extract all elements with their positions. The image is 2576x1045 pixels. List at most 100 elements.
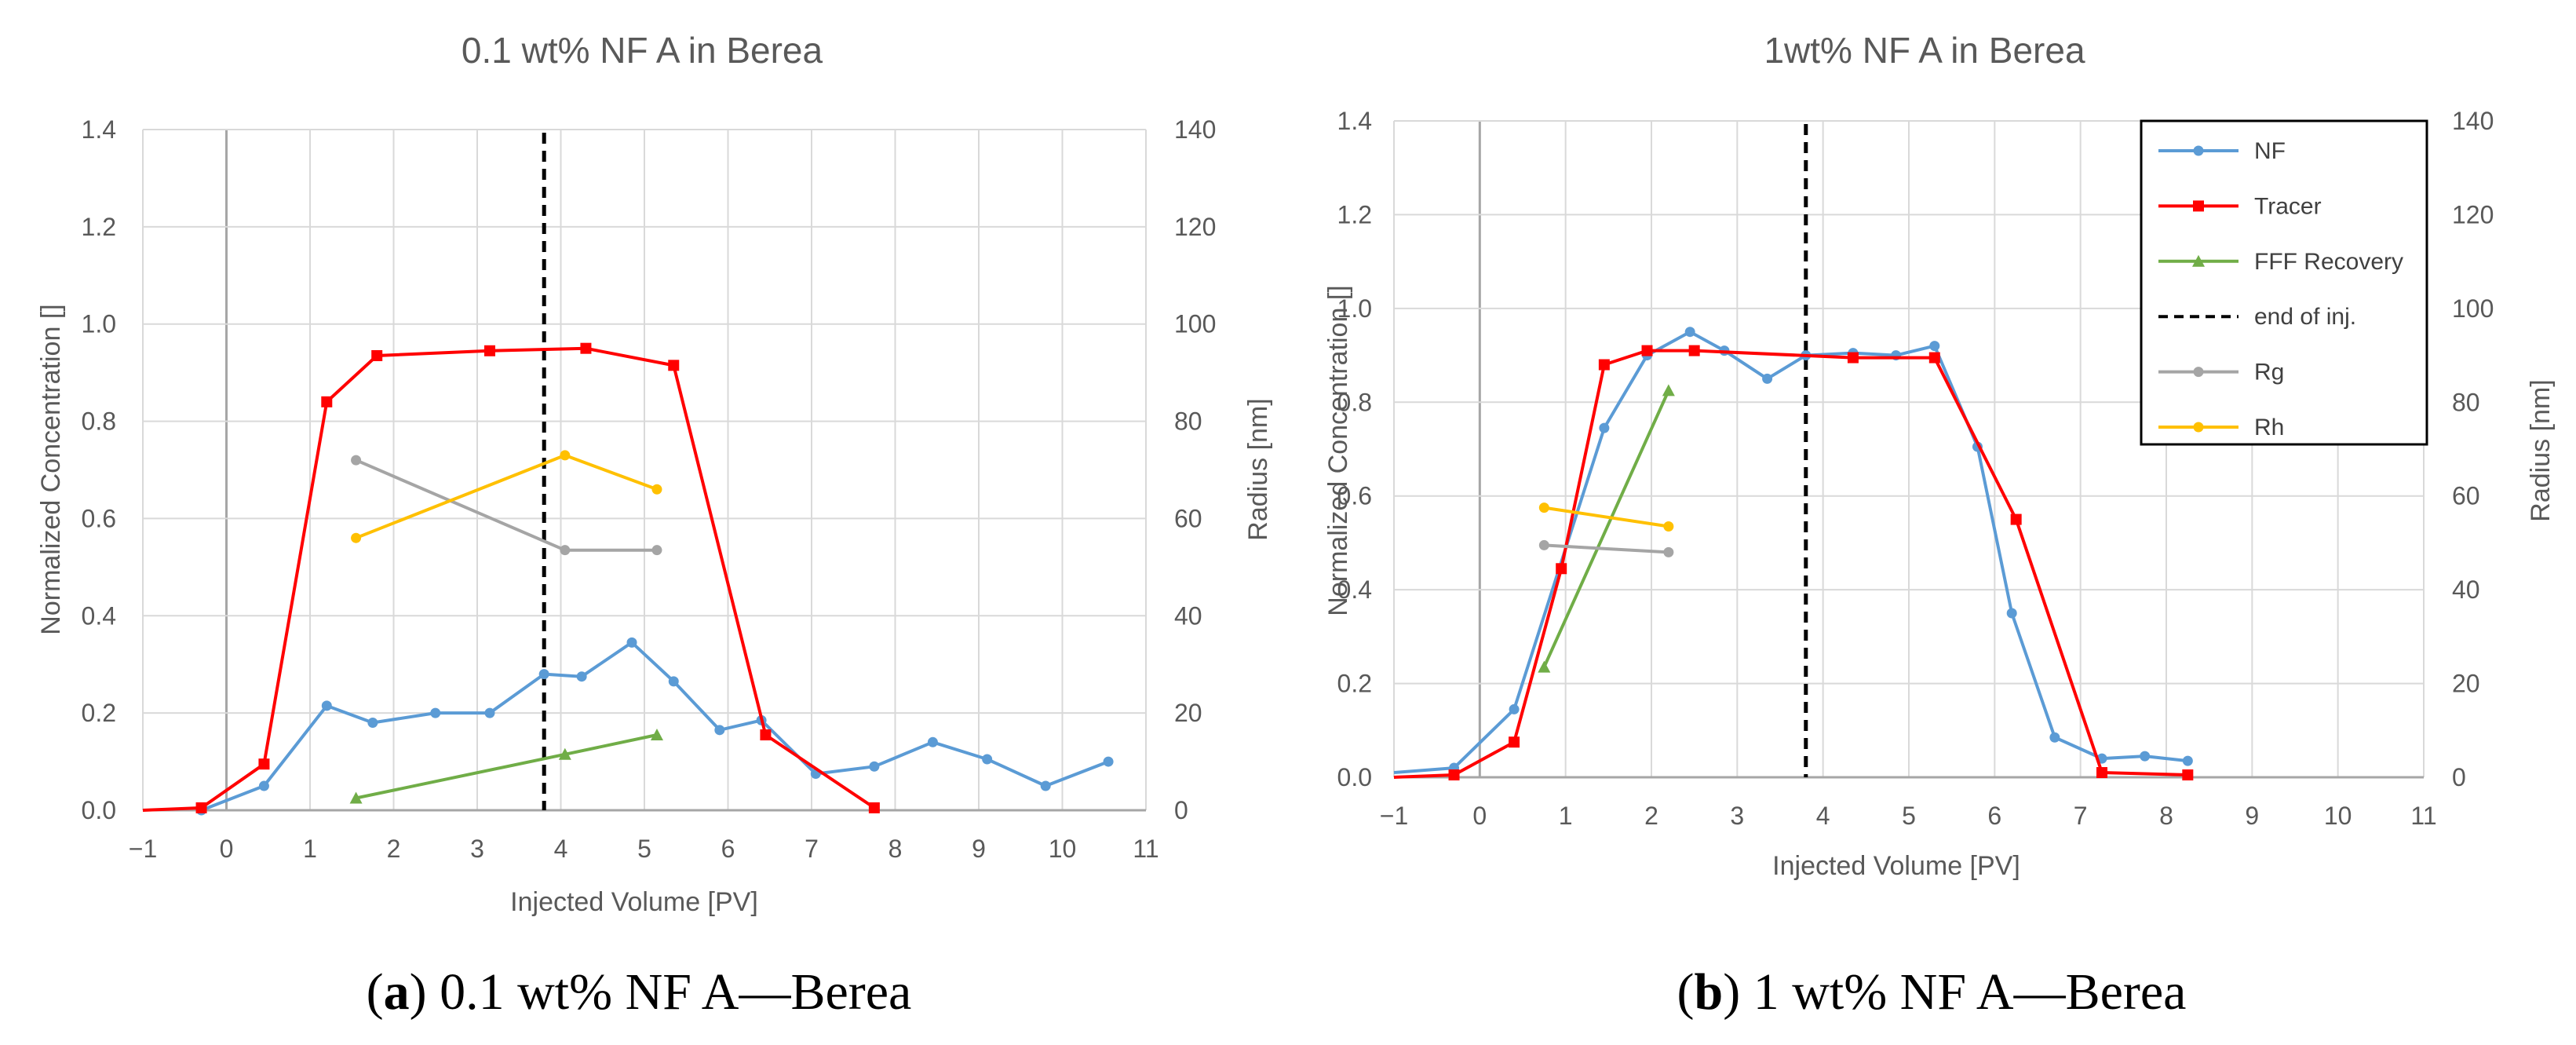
chart-b-y2tick-label: 60 [2452, 482, 2480, 510]
chart-a-y2tick-label: 100 [1174, 310, 1216, 338]
chart-b-xtick-label: 9 [2245, 802, 2259, 830]
chart-a-point-tracer [258, 758, 270, 770]
chart-b-ytick-label: 0.4 [1337, 575, 1372, 604]
chart-a-xtick-label: 7 [805, 835, 819, 863]
chart-a-xtick-label: 11 [1133, 835, 1158, 863]
chart-a-ytick-label: 0.6 [82, 504, 116, 532]
chart-a-xtick-label: 4 [554, 835, 568, 863]
chart-b-point-rg [1538, 539, 1549, 550]
chart-b-point-fff-recovery [1538, 660, 1551, 673]
chart-b-point-tracer [2010, 513, 2022, 525]
chart-b-xtick-label: 8 [2159, 802, 2173, 830]
chart-a-point-nf [430, 707, 441, 718]
chart-a-ytick-label: 1.0 [82, 310, 116, 338]
chart-b-series-fff-recovery [1538, 384, 1675, 673]
chart-b-y2label: Radius [nm] [2526, 379, 2556, 521]
chart-b-ytick-label: 0.0 [1337, 763, 1372, 791]
chart-a-ytick-label: 0.4 [82, 601, 116, 630]
chart-b-point-tracer [1448, 769, 1460, 781]
chart-b-xlabel: Injected Volume [PV] [1772, 851, 2020, 881]
chart-a-xtick-label: 2 [387, 835, 401, 863]
chart-a-xtick-label: 8 [888, 835, 903, 863]
chart-a-point-rg [560, 545, 571, 556]
chart-b-legend-label-tracer: Tracer [2254, 193, 2322, 219]
chart-a-point-fff-recovery [650, 729, 663, 741]
chart-a-ytick-label: 0.2 [82, 699, 116, 727]
chart-b-legend-label-nf: NF [2254, 138, 2286, 164]
chart-a-point-nf [1040, 780, 1051, 791]
chart-b: 1wt% NF A in Berea −1 0 1 2 3 4 5 6 7 8 9 10 11 0.0 0.… [1323, 30, 2556, 881]
chart-b-legend-marker-rh [2193, 422, 2204, 433]
chart-a-xtick-label: −1 [129, 835, 157, 863]
chart-b-ticks: −1 0 1 2 3 4 5 6 7 8 9 10 11 0.0 0.2 0.4 0.6 0.8 1.0 1.2 1.4… [1337, 107, 2494, 830]
chart-b-point-nf [1509, 703, 1520, 714]
chart-b-legend-label-fff-recovery: FFF Recovery [2254, 249, 2403, 275]
chart-a-y2tick-label: 60 [1174, 504, 1202, 532]
chart-b-point-nf [2182, 755, 2193, 766]
chart-b-xtick-label: 10 [2324, 802, 2352, 830]
chart-a-point-rh [651, 484, 662, 495]
chart-a-point-nf [626, 637, 637, 648]
chart-b-xtick-label: 4 [1816, 802, 1830, 830]
chart-b-xtick-label: 2 [1644, 802, 1658, 830]
caption-a: (a) 0.1 wt% NF A—Berea [367, 963, 912, 1021]
chart-a-ytick-label: 1.4 [82, 115, 116, 144]
chart-b-point-nf [2006, 608, 2017, 619]
chart-b-ytick-label: 0.6 [1337, 482, 1372, 510]
chart-b-point-tracer [1688, 345, 1700, 356]
chart-a-ytick-label: 1.2 [82, 213, 116, 241]
chart-b-point-rh [1538, 502, 1549, 513]
chart-a-point-tracer [668, 360, 680, 371]
chart-b-legend-marker-fff-recovery [2192, 254, 2205, 267]
chart-a-xtick-label: 0 [220, 835, 234, 863]
chart-b-y2tick-label: 20 [2452, 670, 2480, 698]
chart-a-ylabel: Normalized Concentration [] [36, 304, 66, 634]
chart-a-point-rg [351, 455, 362, 466]
chart-b-xtick-label: 6 [1987, 802, 2001, 830]
chart-a-xtick-label: 10 [1049, 835, 1077, 863]
chart-b-legend: NF Tracer FFF Recovery end of inj. Rg Rh [2140, 119, 2428, 446]
chart-a-xlabel: Injected Volume [PV] [510, 887, 758, 917]
chart-b-line-tracer [1393, 349, 2188, 779]
chart-b-point-nf [1684, 327, 1695, 338]
chart-a-point-nf [869, 761, 880, 772]
chart-b-point-nf [2140, 751, 2151, 762]
chart-a-y2tick-label: 120 [1174, 213, 1216, 241]
chart-b-line-rh [1544, 506, 1669, 528]
chart-b-plot [1393, 124, 2194, 781]
caption-a-close: ) [410, 963, 427, 1021]
chart-b-ylabel: Normalized Concentration [] [1323, 285, 1353, 616]
chart-a-point-rg [651, 545, 662, 556]
chart-a-point-tracer [580, 342, 592, 354]
chart-b-legend-marker-nf [2193, 145, 2204, 156]
chart-b-legend-marker-rg [2193, 367, 2204, 378]
chart-a-xtick-label: 1 [303, 835, 317, 863]
chart-b-y2tick-label: 80 [2452, 388, 2480, 416]
chart-b-xtick-label: 11 [2410, 802, 2436, 830]
chart-a-line-nf [200, 641, 1109, 812]
chart-a-xtick-label: 3 [470, 835, 484, 863]
chart-b-legend-marker-tracer [2193, 200, 2204, 212]
chart-b-ytick-label: 0.8 [1337, 388, 1372, 416]
chart-a-ytick-label: 0.8 [82, 407, 116, 436]
chart-a-ticks: −1 0 1 2 3 4 5 6 7 8 9 10 11 0.0 0.2 0.4 0.6 0.8 1.0 1.2 1.4… [82, 115, 1217, 863]
chart-b-xtick-label: 7 [2074, 802, 2088, 830]
chart-b-y2tick-label: 0 [2452, 763, 2466, 791]
chart-b-series-rg [1538, 539, 1674, 557]
chart-b-legend-label-end-of-inj: end of inj. [2254, 304, 2356, 330]
chart-a-point-rh [351, 532, 362, 543]
caption-b: (b) 1 wt% NF A—Berea [1677, 963, 2187, 1021]
chart-a-point-nf [367, 718, 378, 729]
chart-a-point-tracer [483, 345, 495, 356]
chart-b-point-tracer [1509, 736, 1520, 748]
caption-b-text: 1 wt% NF A—Berea [1740, 963, 2186, 1021]
chart-b-xtick-label: 5 [1902, 802, 1916, 830]
chart-b-xtick-label: 1 [1559, 802, 1573, 830]
chart-b-point-nf [1762, 373, 1773, 384]
chart-a-point-nf [484, 707, 495, 718]
chart-b-line-fff-recovery [1542, 389, 1670, 668]
chart-b-point-nf [1599, 422, 1610, 433]
chart-a-plot [142, 133, 1114, 816]
chart-a-series-rh [351, 450, 662, 543]
